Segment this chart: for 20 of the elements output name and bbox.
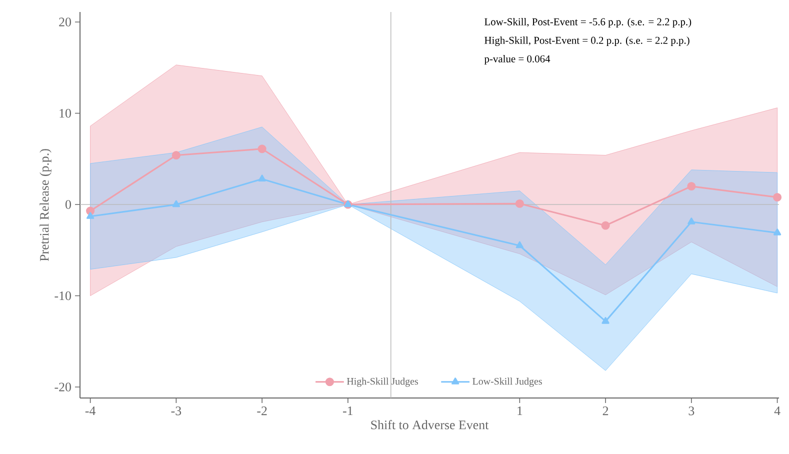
x-tick-label: 4 <box>774 406 780 416</box>
x-tick-label: 3 <box>688 406 694 416</box>
y-tick-label: -10 <box>54 291 71 300</box>
y-tick-label: 20 <box>59 18 71 26</box>
legend-label: Low-Skill Judges <box>472 378 542 387</box>
x-tick-label: 1 <box>518 406 522 416</box>
annotation: Low-Skill, Post-Event = -5.6 p.p. (s.e. = 2.2 p.p.) <box>484 18 692 28</box>
annotation: p-value = 0.064 <box>484 55 550 65</box>
x-tick-label: -4 <box>85 406 96 416</box>
x-tick-label: -1 <box>343 406 353 416</box>
y-tick-label: 10 <box>60 108 71 118</box>
x-tick-label: 2 <box>602 406 608 416</box>
y-axis-title: Pretrial Release (p.p.) <box>40 149 52 262</box>
x-tick-label: -2 <box>257 406 267 416</box>
y-tick-label: -20 <box>54 382 71 392</box>
x-tick-label: -3 <box>171 406 182 416</box>
x-axis-title: Shift to Adverse Event <box>371 420 489 430</box>
legend-label: High-Skill Judges <box>346 378 418 387</box>
y-tick-label: 0 <box>66 200 71 209</box>
annotation: High-Skill, Post-Event = 0.2 p.p. (s.e. = 2.2 p.p.) <box>484 36 690 46</box>
